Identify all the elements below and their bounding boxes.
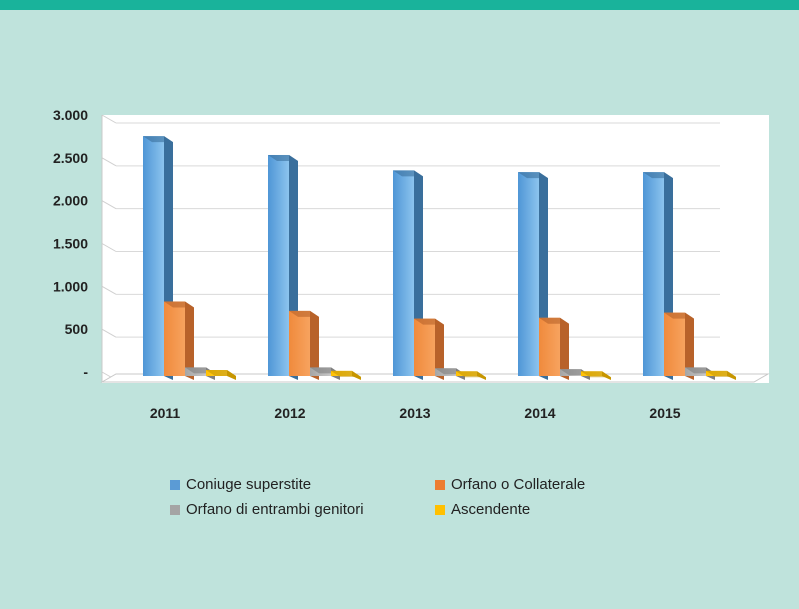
x-category-label: 2013 [399, 405, 430, 421]
gridline-slant [101, 285, 117, 295]
bar-ascendente-top [456, 371, 486, 378]
top-accent-bar [0, 0, 799, 10]
legend-swatch [435, 479, 445, 490]
bar-orfano-collaterale-top [539, 317, 569, 324]
y-tick-label: 2.500 [53, 150, 88, 166]
legend-swatch [170, 504, 180, 515]
bar-orfano-collaterale-side [685, 312, 694, 380]
gridline-slant [101, 243, 117, 252]
bar-coniuge [643, 172, 664, 376]
bar-orfano-collaterale-side [310, 310, 319, 380]
bar-orfano-collaterale-top [289, 310, 319, 317]
x-category-label: 2011 [150, 405, 181, 421]
bar-orfano-collaterale-side [435, 318, 444, 380]
bar-coniuge-top [143, 136, 173, 143]
y-tick-label: 500 [65, 321, 89, 337]
bar-orfano-collaterale [664, 312, 685, 376]
bar-coniuge [393, 170, 414, 376]
y-tick-label: - [83, 364, 88, 380]
bar-coniuge-top [268, 154, 298, 161]
bar-orfano-collaterale [289, 310, 310, 376]
legend-label: Ascendente [451, 501, 531, 518]
bar-coniuge [268, 154, 289, 376]
legend-label: Orfano di entrambi genitori [186, 501, 364, 518]
bar-coniuge-top [518, 172, 548, 179]
legend: Coniuge superstite Orfano o Collaterale … [170, 476, 650, 518]
bar-coniuge-top [393, 170, 423, 177]
legend-label: Coniuge superstite [186, 476, 312, 493]
bar-orfano-collaterale-top [414, 318, 444, 325]
y-tick-label: 1.000 [53, 278, 88, 294]
gridline-slant [101, 200, 117, 210]
bar-orfano-collaterale-top [664, 312, 694, 319]
bar-orfano-collaterale [164, 301, 185, 376]
bar-orfano-collaterale-side [560, 317, 569, 380]
x-category-label: 2014 [524, 405, 555, 421]
legend-swatch [170, 479, 180, 490]
bar-coniuge [518, 172, 539, 376]
bar-orfano-collaterale-top [164, 301, 194, 308]
gridline-slant [101, 114, 117, 124]
legend-item-orfano-collaterale: Orfano o Collaterale [435, 476, 650, 493]
y-tick-label: 3.000 [53, 107, 88, 123]
x-axis-categories: 2011 2012 2013 2014 2015 [150, 405, 681, 421]
x-category-label: 2012 [274, 405, 305, 421]
y-axis-ticks: - 500 1.000 1.500 2.000 2.500 3.000 [53, 107, 88, 380]
legend-swatch [435, 504, 445, 515]
bar-ascendente-top [206, 370, 236, 377]
y-tick-label: 2.000 [53, 193, 88, 209]
legend-item-orfano-entrambi: Orfano di entrambi genitori [170, 501, 435, 518]
legend-item-ascendente: Ascendente [435, 501, 650, 518]
bar-orfano-collaterale [414, 318, 435, 376]
bar-ascendente-top [331, 370, 361, 377]
legend-label: Orfano o Collaterale [451, 476, 586, 493]
gridline-slant [101, 157, 117, 167]
bar-orfano-collaterale-side [185, 301, 194, 380]
bar-coniuge [143, 136, 164, 376]
bar-ascendente-top [581, 371, 611, 378]
bars [143, 136, 736, 380]
bar-orfano-collaterale [539, 317, 560, 376]
gridline-slant [101, 328, 117, 338]
x-category-label: 2015 [649, 405, 680, 421]
bar-coniuge-top [643, 172, 673, 179]
y-tick-label: 1.500 [53, 236, 88, 252]
legend-item-coniuge: Coniuge superstite [170, 476, 435, 493]
bar-ascendente-top [706, 370, 736, 377]
